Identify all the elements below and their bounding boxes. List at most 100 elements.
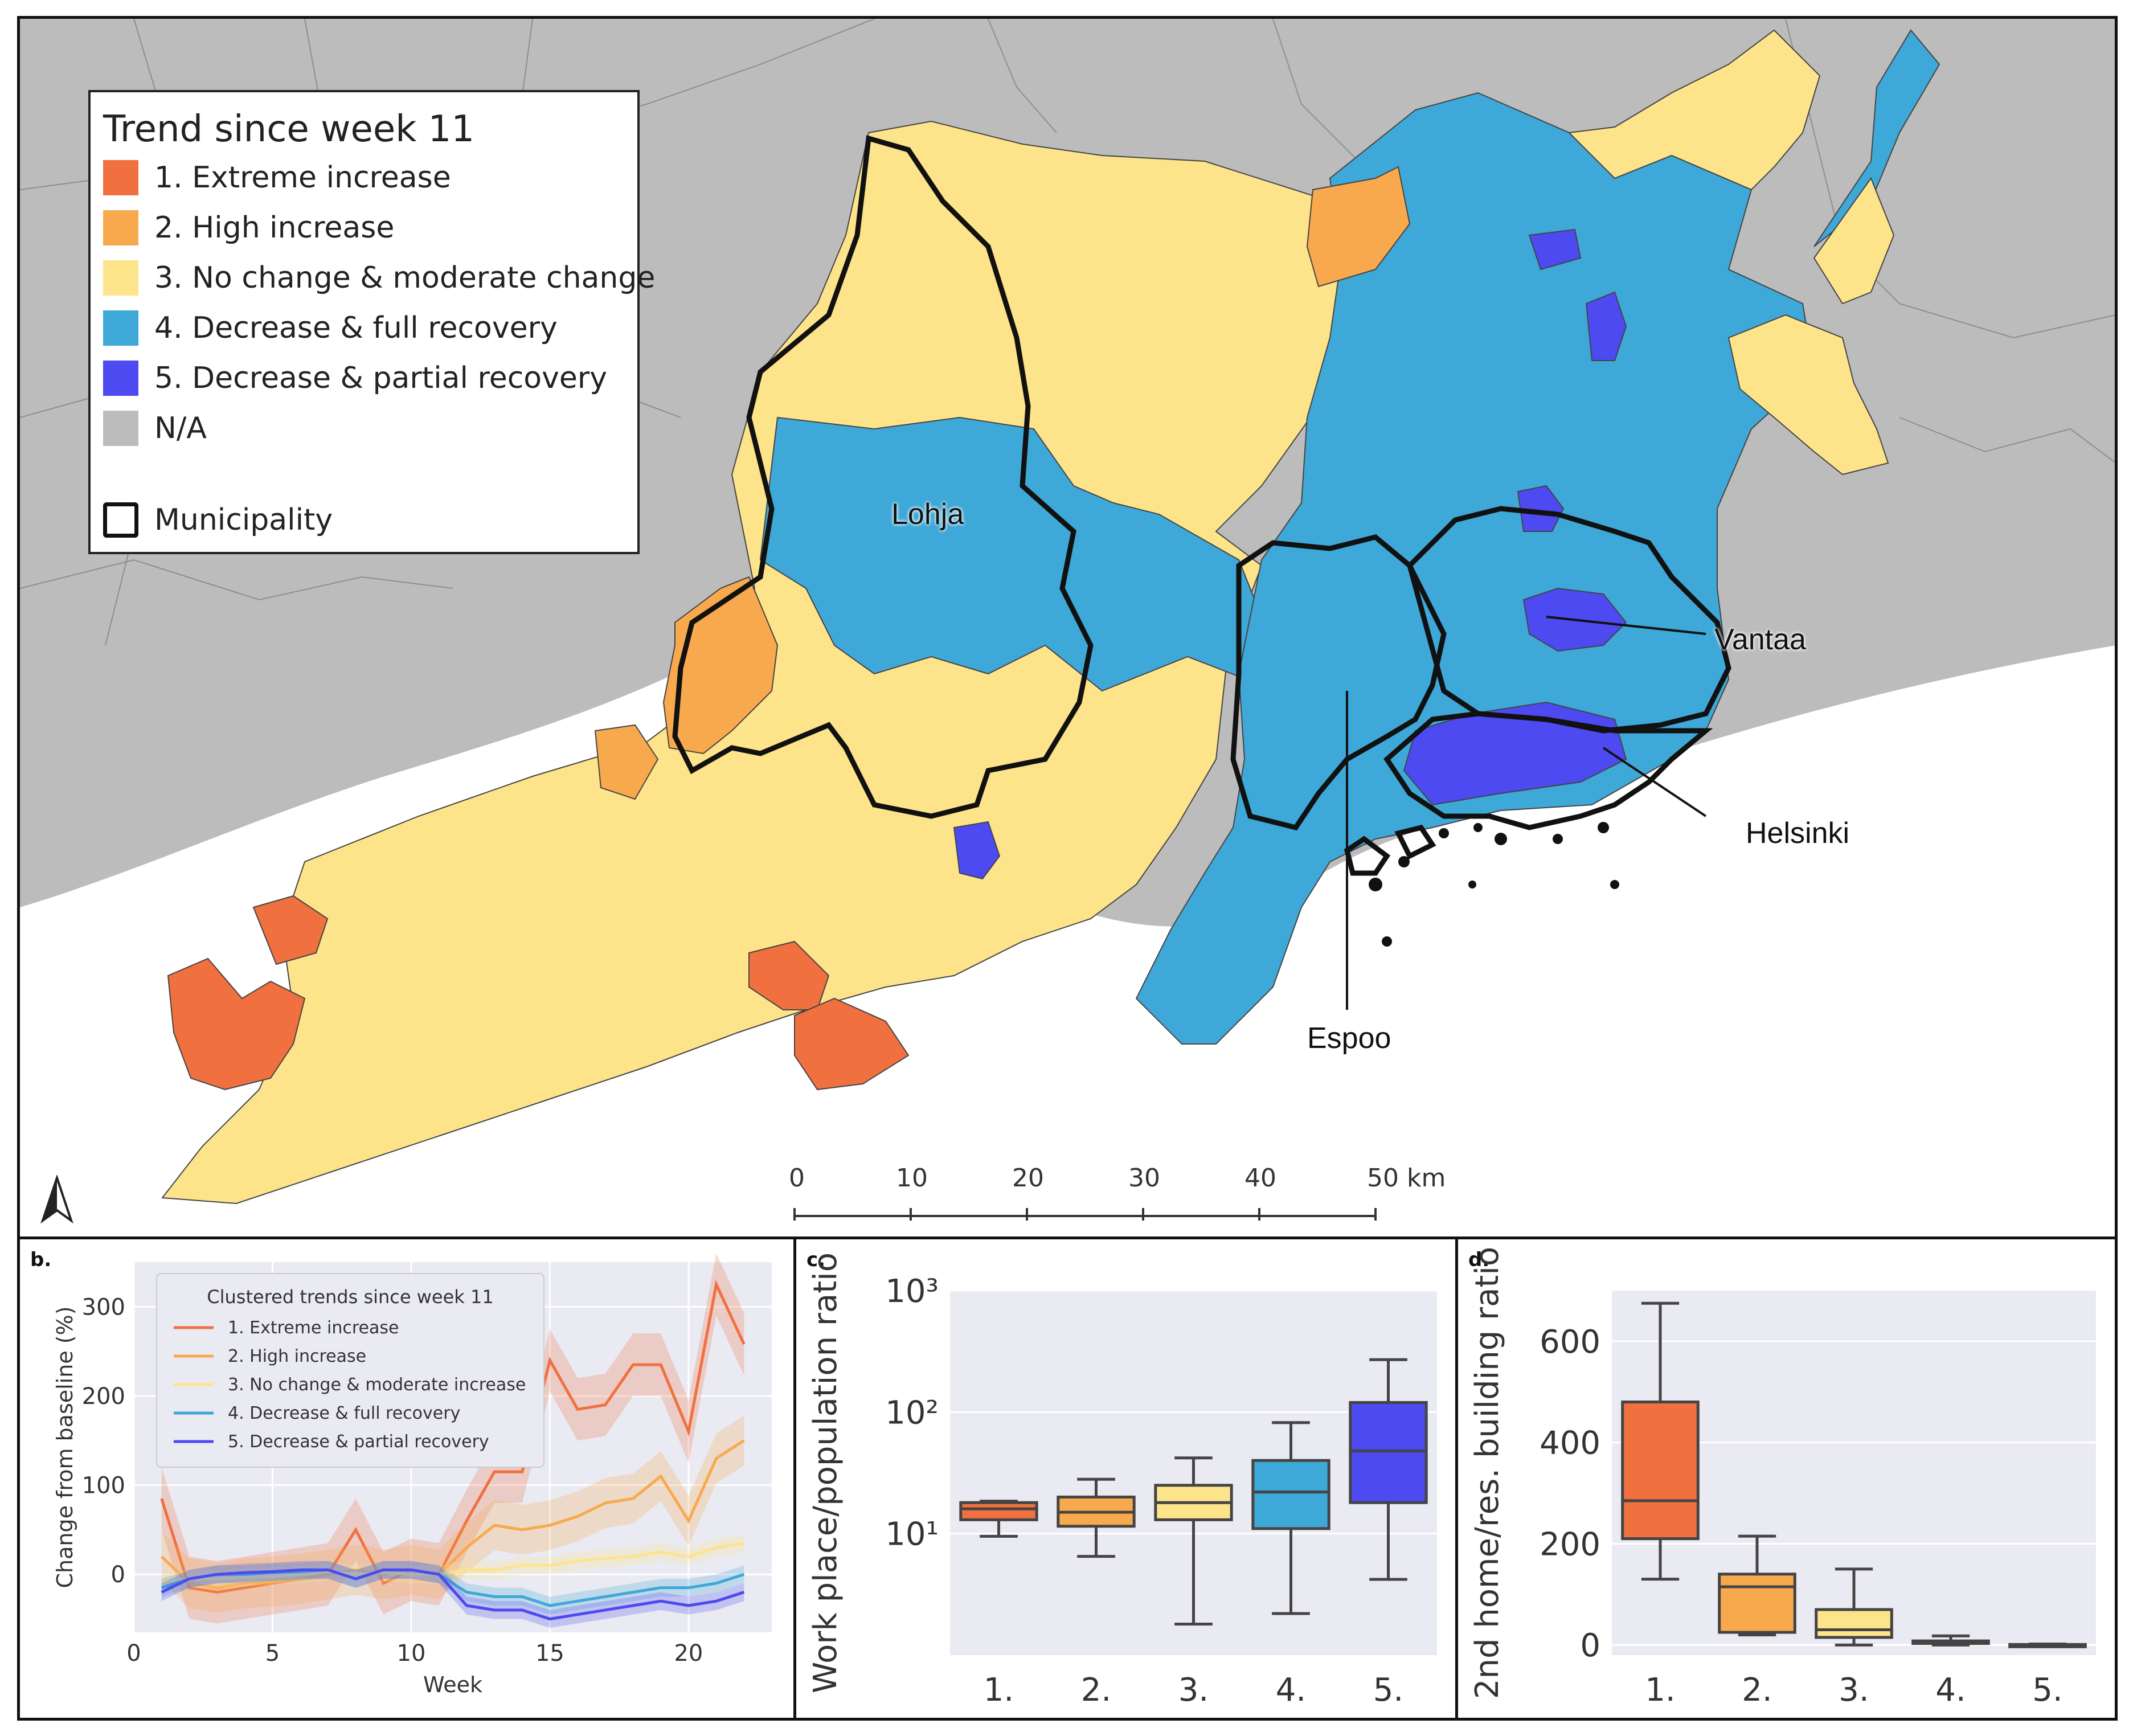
panel-d-label: d. [1468, 1248, 1490, 1271]
legend-swatch [103, 502, 138, 538]
zone-partial-recovery-w [953, 821, 1001, 880]
x-tick-label: 5. [1373, 1672, 1403, 1709]
box [1621, 1401, 1700, 1541]
y-tick-label: 0 [111, 1562, 125, 1588]
scale-tick-40: 40 [1244, 1164, 1276, 1193]
series-line [161, 1568, 745, 1621]
series-band [161, 1415, 744, 1613]
legend-item-high-increase: 2. High increase [103, 208, 394, 248]
legend-swatch [103, 310, 138, 346]
legend-swatch [103, 210, 138, 245]
y-tick-label: 10¹ [885, 1516, 939, 1553]
legend-item-label: 1. Extreme increase [154, 161, 451, 195]
chart-legend-label: 2. High increase [228, 1346, 366, 1366]
y-tick-label: 600 [1540, 1324, 1600, 1361]
zone-high-increase-north [1306, 166, 1411, 288]
legend-item-label: N/A [154, 411, 207, 445]
zone-partial-recovery-n1 [1517, 485, 1565, 532]
trend-chart-panel: b. 0 5 10 15 20 0 100 200 300 Week Change from bas… [17, 1237, 796, 1721]
zone-no-change-ne2 [1813, 177, 1895, 305]
label-vantaa: Vantaa [1714, 623, 1806, 656]
map-panel: a. [17, 16, 2118, 1239]
chart-legend-label: 1. Extreme increase [228, 1318, 399, 1338]
scale-tick-0: 0 [789, 1164, 805, 1193]
legend-item-label: 3. No change & moderate change [154, 261, 656, 295]
map-legend: Trend since week 11 1. Extreme increase … [88, 90, 655, 554]
legend-item-label: 5. Decrease & partial recovery [154, 361, 608, 395]
zone-full-recovery-east [1135, 92, 1815, 1045]
y-tick-label: 0 [1580, 1627, 1600, 1664]
x-tick-label: 3. [1839, 1672, 1869, 1709]
chart-legend-label: 5. Decrease & partial recovery [228, 1432, 489, 1452]
legend-item-label: Municipality [154, 503, 333, 537]
label-helsinki: Helsinki [1746, 817, 1850, 850]
y-axis-label: 2nd home/res. building ratio [1469, 1247, 1506, 1699]
workplace-ratio-boxplot: 10¹ 10² 10³ 1. 2. 3. 4. 5. Work place/population… [807, 1252, 1437, 1709]
x-tick-label: 10 [397, 1640, 426, 1667]
zone-partial-recovery-n2 [1585, 291, 1627, 361]
label-espoo: Espoo [1307, 1022, 1391, 1055]
zone-partial-recovery-helsinki [1403, 701, 1627, 806]
x-tick-label: 1. [984, 1672, 1014, 1709]
chart-legend-label: 3. No change & moderate increase [228, 1375, 526, 1395]
panel-c-label: c. [806, 1248, 826, 1271]
x-tick-label: 3. [1178, 1672, 1209, 1709]
legend-swatch [103, 260, 138, 296]
legend-item-label: 2. High increase [154, 211, 395, 245]
zone-extreme-increase-1 [167, 957, 306, 1091]
box [1349, 1401, 1428, 1504]
scale-bar: 0 10 20 30 40 50 km [772, 1164, 1446, 1226]
series-band [161, 1534, 744, 1592]
chart-legend-box [156, 1273, 544, 1468]
series-line [160, 1439, 745, 1590]
legend-item-label: 4. Decrease & full recovery [154, 311, 558, 345]
x-tick-label: 5 [265, 1640, 280, 1667]
y-tick-label: 10² [885, 1394, 939, 1431]
zone-no-change-e [1727, 314, 1889, 476]
chart-legend-label: 4. Decrease & full recovery [228, 1403, 460, 1423]
x-tick-label: 2. [1742, 1672, 1772, 1709]
legend-item-no-change: 3. No change & moderate change [103, 258, 655, 298]
legend-title: Trend since week 11 [103, 108, 475, 150]
series-line [161, 1541, 744, 1585]
second-home-ratio-boxplot: 0 200 400 600 1. 2. 3. 4. 5. 2nd home/res. buildi… [1469, 1247, 2096, 1709]
scale-tick-20: 20 [1012, 1164, 1044, 1193]
legend-item-na: N/A [103, 408, 207, 448]
y-tick-label: 200 [82, 1383, 125, 1410]
y-axis-label: Work place/population ratio [807, 1252, 844, 1693]
chart-legend-title: Clustered trends since week 11 [207, 1286, 493, 1308]
workplace-ratio-panel: c. 10¹ 10² 10³ 1. 2. 3. 4. 5. Work place/populat… [793, 1237, 1458, 1721]
x-tick-label: 20 [674, 1640, 703, 1667]
islands [1369, 822, 1619, 947]
legend-swatch [103, 411, 138, 446]
x-tick-label: 15 [535, 1640, 564, 1667]
x-axis-label: Week [423, 1672, 482, 1697]
x-tick-label: 2. [1081, 1672, 1111, 1709]
legend-item-municipality: Municipality [103, 500, 333, 540]
y-axis-label: Change from baseline (%) [52, 1306, 77, 1588]
legend-swatch [103, 361, 138, 396]
y-tick-label: 10³ [885, 1273, 939, 1310]
x-tick-label: 0 [126, 1640, 141, 1667]
x-tick-label: 5. [2032, 1672, 2062, 1709]
y-tick-label: 200 [1540, 1526, 1600, 1563]
zone-high-increase-sw [594, 724, 659, 800]
zone-partial-recovery-n3 [1528, 228, 1582, 271]
zone-full-recovery [759, 416, 1274, 692]
north-arrow-icon [40, 1175, 73, 1224]
y-tick-label: 300 [82, 1294, 125, 1320]
series-band [161, 1561, 744, 1615]
legend-swatch [103, 160, 138, 195]
y-tick-label: 100 [82, 1473, 125, 1499]
zone-extreme-increase-2 [252, 895, 329, 965]
box [959, 1501, 1038, 1521]
legend-item-full-recovery: 4. Decrease & full recovery [103, 308, 558, 348]
box [1718, 1573, 1796, 1634]
y-tick-label: 400 [1540, 1425, 1600, 1462]
zone-extreme-increase-4 [794, 997, 910, 1091]
x-tick-label: 4. [1276, 1672, 1306, 1709]
x-tick-label: 1. [1645, 1672, 1675, 1709]
scale-tick-50: 50 km [1367, 1164, 1446, 1193]
second-home-ratio-panel: d. 0 200 400 600 1. 2. 3. 4. 5. 2nd home/res. bui… [1455, 1237, 2118, 1721]
